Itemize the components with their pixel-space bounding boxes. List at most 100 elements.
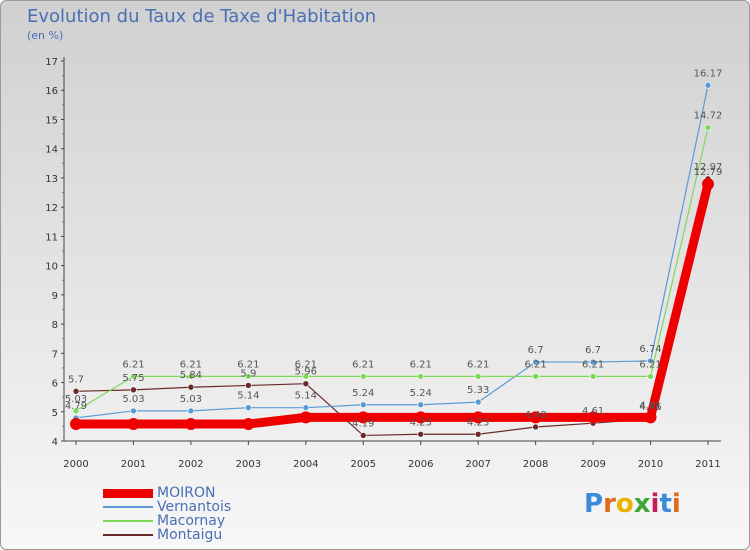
data-point (187, 373, 195, 380)
legend-swatch (103, 488, 153, 498)
y-tick-label: 12 (45, 203, 58, 214)
series-line (75, 178, 709, 437)
data-point (299, 411, 312, 424)
data-label: 4.23 (410, 417, 432, 428)
data-point (647, 373, 654, 380)
data-point (532, 423, 539, 431)
logo-letter: o (615, 489, 634, 519)
data-label: 4.48 (525, 410, 547, 421)
data-label: 6.21 (525, 359, 547, 370)
data-label: 6.21 (180, 359, 202, 370)
data-label: 5.14 (295, 391, 317, 402)
data-point (70, 418, 82, 431)
y-tick-label: 5 (52, 408, 58, 419)
data-label: 6.21 (352, 359, 374, 370)
chart-axes: 4 5 6 7 8 9 10 11 12 13 14 15 16 17 2000 2001 2002 2003 20… (45, 57, 721, 470)
chart-series (70, 81, 714, 439)
series-montaigu (72, 175, 712, 439)
y-tick-label: 6 (52, 379, 58, 390)
data-point (414, 411, 427, 424)
data-label: 5.03 (122, 394, 144, 405)
y-tick-label: 17 (45, 57, 58, 68)
data-point (359, 432, 367, 439)
data-label: 5.84 (180, 370, 202, 381)
series-line (75, 85, 709, 419)
data-point (127, 418, 140, 431)
y-tick-label: 16 (45, 86, 58, 97)
series-moiron (70, 178, 714, 431)
data-label: 5.96 (295, 367, 317, 378)
data-label: 6.21 (410, 359, 432, 370)
legend-label: MOIRON (157, 485, 216, 501)
x-tick-label: 2001 (121, 459, 146, 470)
data-label: 5.03 (65, 394, 87, 405)
data-point (242, 418, 255, 431)
data-label: 5.03 (180, 394, 202, 405)
data-point (72, 407, 80, 415)
legend-item-vernantois: Vernantois (103, 500, 231, 514)
logo-letter: x (633, 489, 651, 519)
data-point (474, 373, 482, 380)
data-label: 6.21 (122, 359, 144, 370)
data-point (589, 358, 597, 366)
data-label: 4.76 (639, 402, 661, 413)
legend-swatch (103, 534, 153, 536)
y-tick-label: 7 (52, 349, 58, 360)
data-point (417, 401, 425, 409)
chart-title: Evolution du Taux de Taxe d'Habitation (27, 6, 377, 27)
data-label: 14.72 (694, 111, 723, 122)
data-point (417, 373, 425, 380)
data-label: 5.75 (122, 373, 144, 384)
data-point (589, 373, 597, 380)
proxiti-logo: Proxiti (584, 489, 681, 519)
data-point (529, 411, 542, 424)
data-label: 6.21 (639, 359, 661, 370)
x-tick-label: 2008 (523, 459, 548, 470)
x-tick-label: 2004 (293, 459, 318, 470)
y-tick-label: 13 (45, 174, 58, 185)
x-tick-label: 2002 (178, 459, 203, 470)
data-label: 6.21 (582, 359, 604, 370)
data-point (472, 411, 485, 424)
y-tick-label: 8 (52, 320, 58, 331)
chart-subtitle: (en %) (27, 29, 64, 42)
data-point (245, 382, 252, 389)
data-point (72, 388, 80, 395)
data-label: 12.79 (694, 167, 723, 178)
chart-legend: MOIRON Vernantois Macornay Montaigu (103, 486, 231, 542)
x-tick-label: 2007 (465, 459, 490, 470)
logo-letter: P (584, 489, 604, 519)
data-label: 5.24 (352, 388, 374, 399)
y-tick-label: 4 (52, 437, 58, 448)
logo-letter: i (650, 489, 660, 519)
data-label: 4.61 (582, 406, 604, 417)
data-label: 6.7 (528, 345, 544, 356)
data-point (532, 373, 539, 380)
x-tick-label: 2000 (63, 459, 88, 470)
data-label: 5.33 (467, 385, 489, 396)
x-tick-label: 2010 (638, 459, 663, 470)
x-tick-label: 2006 (408, 459, 433, 470)
y-tick-label: 15 (45, 115, 58, 126)
data-point (302, 380, 310, 388)
logo-letter: t (659, 489, 672, 519)
data-label: 4.23 (467, 417, 489, 428)
y-tick-label: 14 (45, 145, 58, 156)
y-tick-label: 9 (52, 291, 58, 302)
x-tick-label: 2011 (695, 459, 720, 470)
data-point (302, 373, 310, 380)
data-label: 4.19 (352, 418, 374, 429)
legend-label: Macornay (157, 513, 226, 529)
data-label: 4.79 (65, 401, 87, 412)
data-point (644, 411, 657, 424)
data-point (187, 407, 195, 415)
data-label: 6.21 (467, 359, 489, 370)
data-point (702, 178, 714, 191)
legend-item-montaigu: Montaigu (103, 528, 231, 542)
data-point (417, 430, 425, 438)
logo-letter: i (671, 489, 681, 519)
series-vernantois (72, 81, 712, 422)
